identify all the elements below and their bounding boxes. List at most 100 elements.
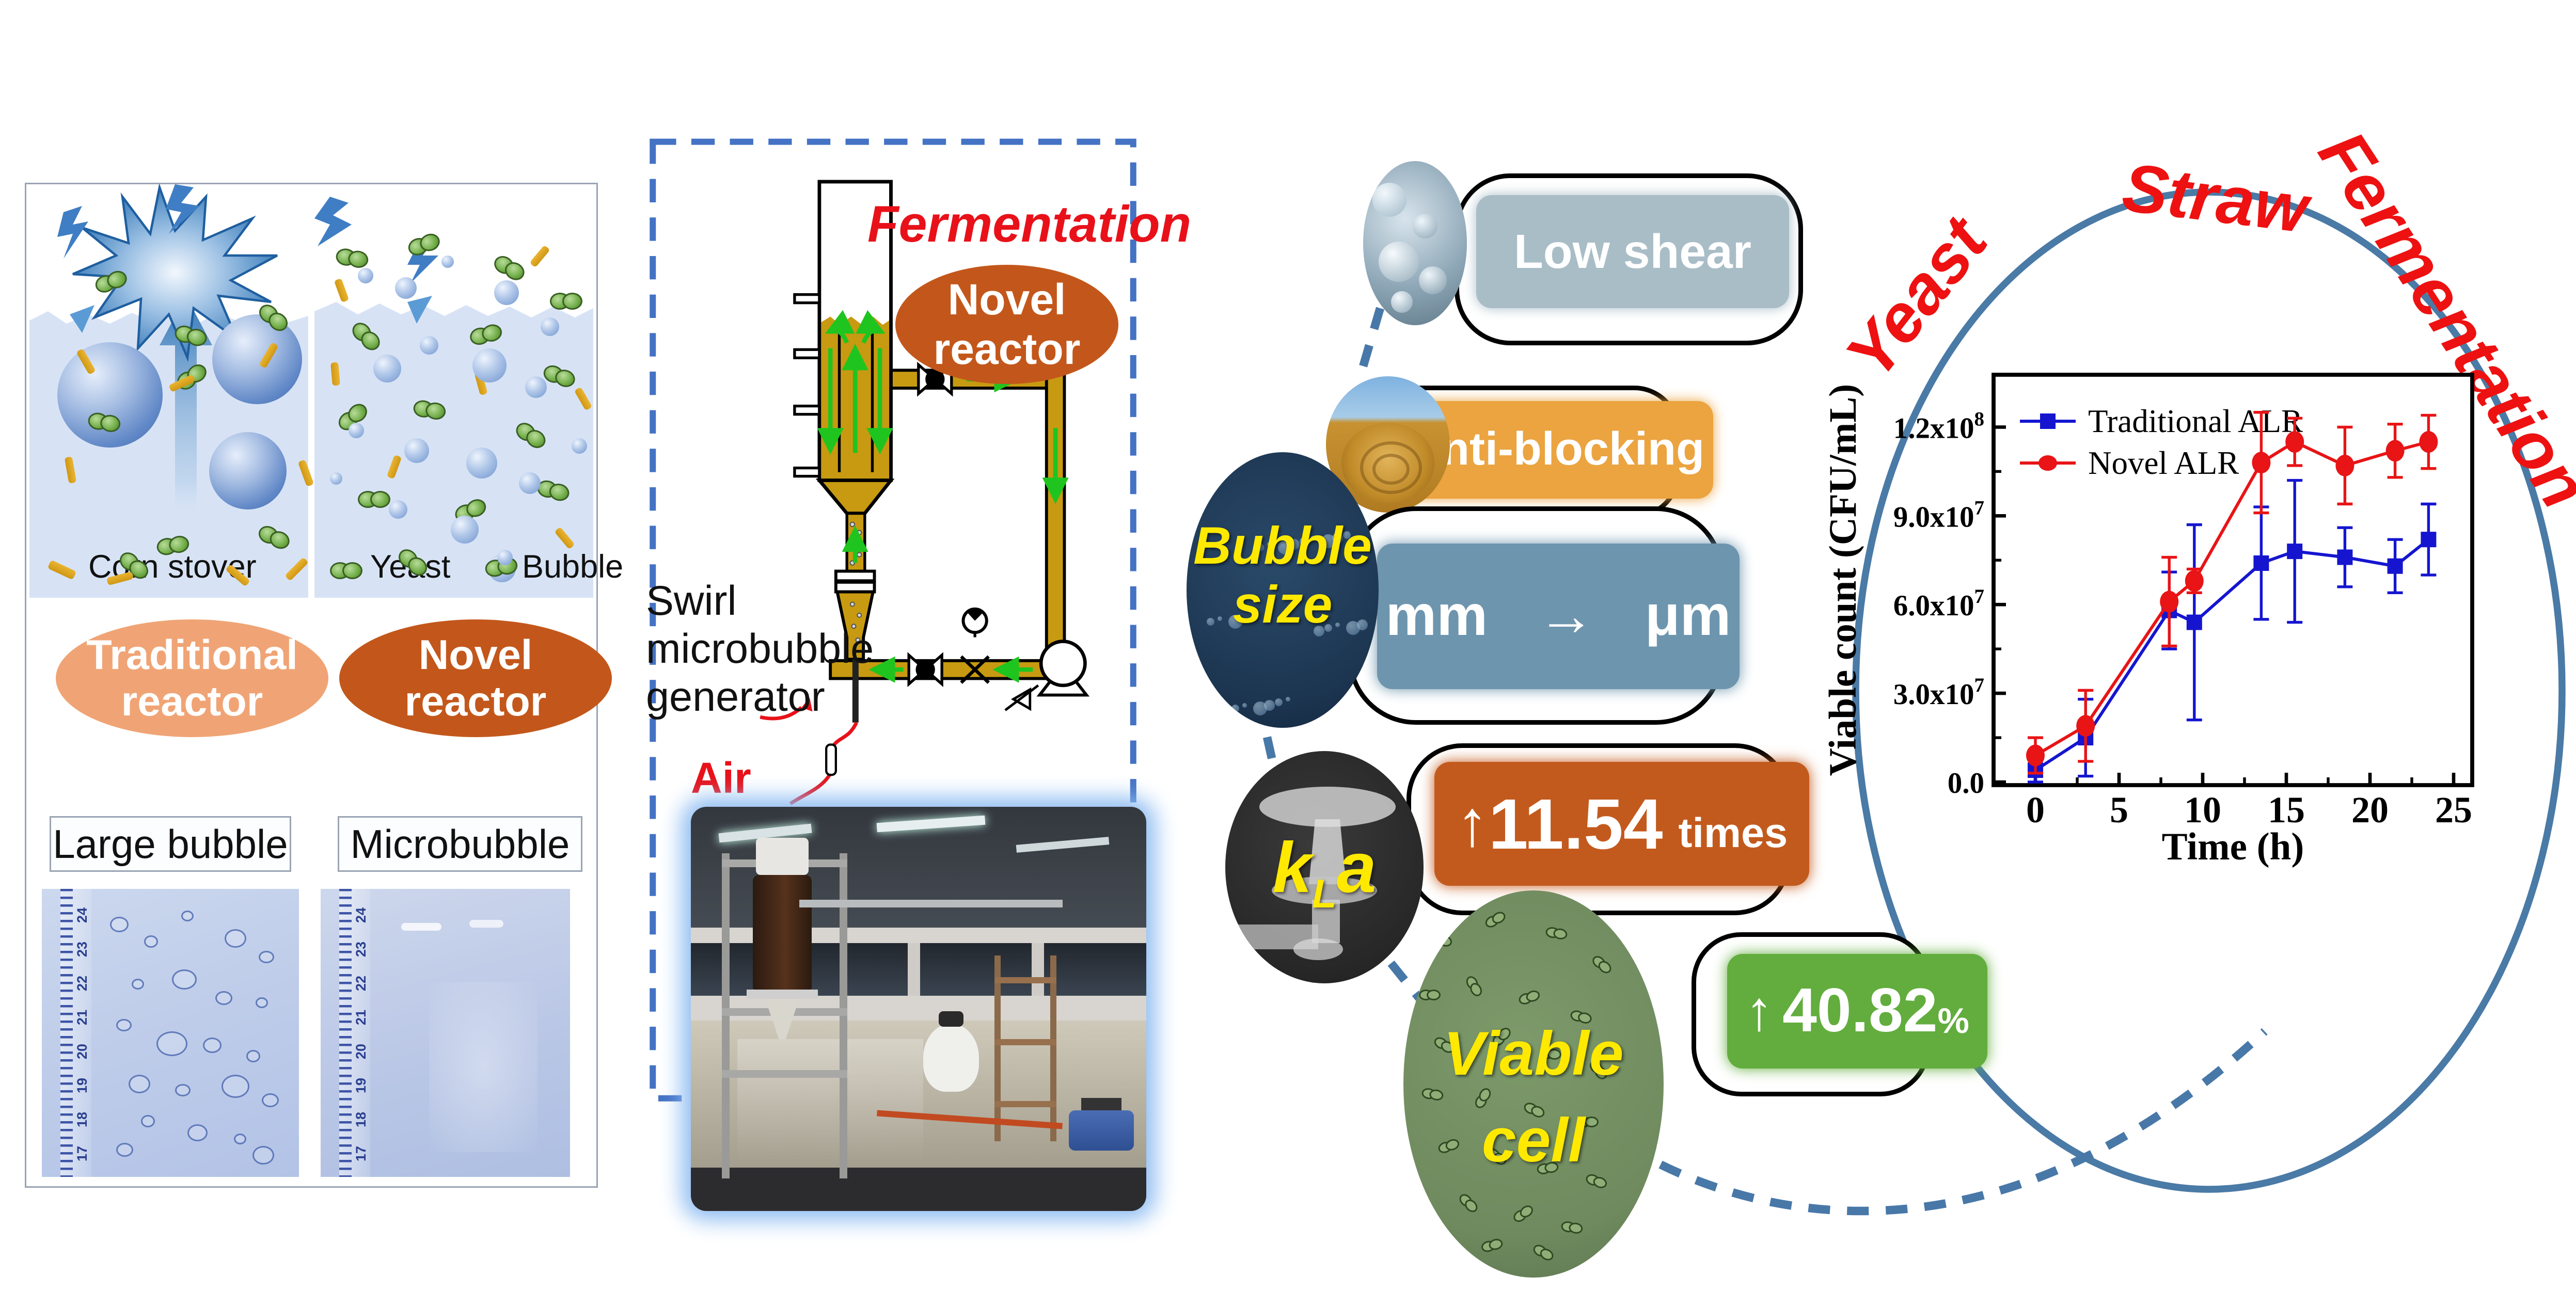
large-bubble-label: Large bubble bbox=[50, 816, 291, 872]
pbubble-decor bbox=[144, 935, 158, 948]
viable-cell-photo-circle: Viable cell bbox=[1403, 890, 1664, 1278]
yeast-decor bbox=[550, 293, 582, 310]
viable-count-chart: 0 5 10 15 20 25 0.0 3.0x107 6.0x107 9.0x107 1.2x10… bbox=[1822, 373, 2474, 868]
cell-decor bbox=[1483, 911, 1504, 927]
bubble-size-line2: size bbox=[1232, 576, 1333, 635]
pbubble-decor bbox=[215, 991, 232, 1005]
svg-text:15: 15 bbox=[2268, 789, 2305, 831]
cell-decor bbox=[1592, 953, 1611, 971]
smbubble-decor bbox=[1300, 537, 1307, 545]
svg-text:6.0x107: 6.0x107 bbox=[1893, 585, 1984, 622]
yeast-icon bbox=[330, 562, 362, 579]
cell-decor bbox=[1545, 926, 1565, 937]
svg-text:5: 5 bbox=[2110, 789, 2128, 831]
reactor-comparison-panel: Corn stover Yeast Bubble Traditional rea… bbox=[25, 183, 623, 1188]
pbubble-decor bbox=[116, 1019, 132, 1031]
novel-reactor-diagram bbox=[650, 138, 1136, 1102]
swirl-line2: microbubble bbox=[646, 626, 874, 672]
smbubble-decor bbox=[1332, 533, 1343, 544]
smbubble-decor bbox=[519, 472, 541, 494]
smbubble-decor bbox=[389, 500, 407, 519]
svg-text:25: 25 bbox=[2435, 789, 2472, 831]
cell-decor bbox=[1577, 1117, 1599, 1127]
novel-reactor-line1: Novel bbox=[418, 631, 533, 678]
smbubble-decor bbox=[1199, 461, 1204, 466]
pbubble-decor bbox=[110, 917, 129, 932]
cell-decor bbox=[1561, 1220, 1581, 1231]
svg-text:0: 0 bbox=[2026, 789, 2045, 831]
ruler: 24 23 22 21 20 19 18 17 bbox=[60, 889, 91, 1177]
novel-reactor-line2: reactor bbox=[404, 678, 547, 725]
cell-decor bbox=[1518, 990, 1538, 1003]
legend-bubble: Bubble bbox=[522, 550, 624, 585]
pbubble-decor bbox=[141, 1115, 155, 1127]
svg-text:3.0x107: 3.0x107 bbox=[1893, 674, 1984, 711]
pump-icon bbox=[1036, 640, 1090, 697]
up-arrow-icon: ↑ bbox=[1745, 979, 1774, 1042]
svg-text:9.0x107: 9.0x107 bbox=[1893, 497, 1984, 533]
kla-badge: ↑ 11.54 times bbox=[1434, 762, 1809, 886]
cell-decor bbox=[1511, 1205, 1531, 1222]
smbubble-decor bbox=[395, 277, 417, 299]
cell-decor bbox=[1467, 974, 1483, 994]
lab-equipment-photo bbox=[691, 807, 1146, 1211]
smbubble-decor bbox=[1357, 619, 1368, 630]
smbubble-decor bbox=[1256, 544, 1264, 551]
smbubble-decor bbox=[472, 348, 507, 382]
svg-text:Traditional ALR: Traditional ALR bbox=[2088, 403, 2303, 439]
viable-line1: Viable bbox=[1443, 1021, 1624, 1089]
smbubble-decor bbox=[1335, 623, 1340, 627]
ruler: 24 23 22 21 20 19 18 17 bbox=[339, 889, 370, 1177]
pbubble-decor bbox=[129, 1075, 150, 1093]
check-valve-icon bbox=[1004, 684, 1039, 711]
smbubble-decor bbox=[1221, 706, 1231, 717]
smbubble-decor bbox=[1343, 531, 1351, 539]
svg-text:0.0: 0.0 bbox=[1948, 767, 1984, 800]
viable-unit: % bbox=[1937, 999, 1969, 1040]
air-label: Air bbox=[691, 754, 751, 802]
smbubble-decor bbox=[1228, 615, 1242, 629]
control-valve-icon bbox=[960, 655, 990, 684]
pbubble-decor bbox=[132, 979, 144, 990]
rising-arrow-icon bbox=[160, 296, 212, 516]
smbubble-decor bbox=[1289, 539, 1300, 550]
kla-value: 11.54 bbox=[1488, 784, 1663, 864]
smbubble-decor bbox=[349, 423, 364, 438]
viable-line2: cell bbox=[1481, 1107, 1586, 1175]
smbubble-decor bbox=[572, 438, 587, 454]
callout-line2: reactor bbox=[933, 324, 1081, 373]
low-shear-photo-circle bbox=[1363, 161, 1467, 325]
novel-reactor-ellipse: Novel reactor bbox=[339, 619, 612, 737]
traditional-reactor-line1: Traditional bbox=[86, 631, 298, 678]
pbubble-decor bbox=[256, 997, 268, 1008]
smbubble-decor bbox=[441, 256, 454, 268]
pbubble-decor bbox=[225, 929, 246, 948]
smbubble-decor bbox=[497, 550, 513, 565]
pbubble-decor bbox=[203, 1038, 222, 1053]
smbubble-decor bbox=[1310, 536, 1315, 540]
smbubble-decor bbox=[1264, 700, 1275, 711]
pbubble-decor bbox=[116, 1143, 133, 1157]
large-bubble bbox=[209, 432, 287, 509]
pbubble-decor bbox=[259, 951, 274, 963]
smbubble-decor bbox=[1286, 697, 1290, 702]
smbubble-decor bbox=[541, 317, 559, 336]
air-hose bbox=[760, 706, 858, 805]
microbubble-label: Microbubble bbox=[338, 816, 582, 872]
smbubble-decor bbox=[358, 268, 373, 283]
up-arrow-icon: ↑ bbox=[1456, 787, 1489, 859]
callout-line1: Novel bbox=[947, 276, 1066, 324]
anti-blocking-badge: Anti-blocking bbox=[1399, 401, 1713, 499]
cell-decor bbox=[1533, 1242, 1553, 1258]
large-bubble-photo: 24 23 22 21 20 19 18 17 bbox=[42, 889, 299, 1177]
fermentation-circle bbox=[1852, 188, 2566, 1193]
valve-icon bbox=[907, 652, 943, 688]
pbubble-decor bbox=[246, 1050, 260, 1062]
anti-blocking-label: Anti-blocking bbox=[1408, 423, 1704, 475]
microbubble-photo: 24 23 22 21 20 19 18 17 bbox=[321, 889, 570, 1177]
smbubble-decor bbox=[525, 376, 547, 398]
smbubble-decor bbox=[373, 355, 401, 382]
kla-photo-circle: kLa bbox=[1225, 751, 1424, 983]
viable-cell-badge: ↑ 40.82 % bbox=[1727, 954, 1987, 1069]
straw-photo-circle bbox=[1326, 376, 1450, 513]
